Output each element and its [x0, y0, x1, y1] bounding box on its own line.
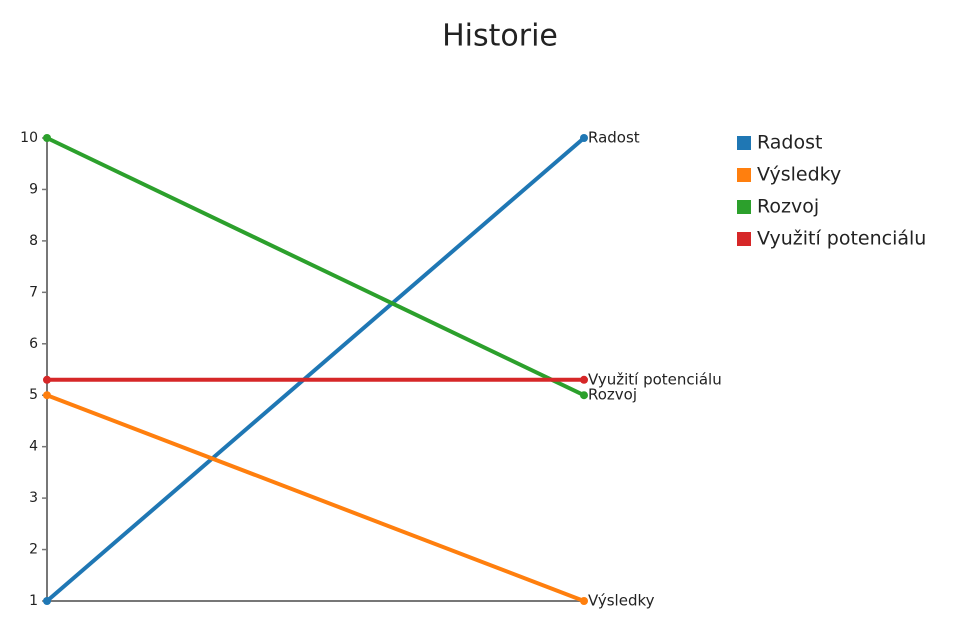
end-label: Rozvoj [588, 386, 637, 404]
legend-label: Radost [757, 132, 822, 154]
y-tick-label: 5 [29, 387, 38, 403]
legend-swatch [737, 232, 751, 246]
legend-swatch [737, 200, 751, 214]
end-label: Využití potenciálu [588, 370, 722, 388]
y-tick-label: 2 [29, 542, 38, 558]
y-tick-label: 7 [29, 284, 38, 300]
y-tick-label: 8 [29, 233, 38, 249]
end-label: Radost [588, 129, 640, 147]
y-tick-label: 4 [29, 439, 38, 455]
data-point [43, 391, 51, 400]
data-point [43, 134, 51, 142]
legend-label: Výsledky [757, 164, 841, 186]
series-line [46, 136, 585, 398]
legend-swatch [737, 168, 751, 182]
y-tick-label: 3 [29, 490, 38, 506]
data-point [43, 597, 51, 605]
data-point [580, 391, 588, 400]
data-point [43, 375, 51, 384]
y-tick-label: 9 [29, 181, 38, 197]
legend-label: Rozvoj [757, 196, 819, 218]
y-tick-label: 10 [20, 130, 38, 146]
data-point [580, 597, 588, 605]
chart-title: Historie [442, 19, 558, 54]
y-tick-label: 6 [29, 336, 38, 352]
data-point [580, 375, 588, 384]
end-label: Výsledky [588, 592, 655, 610]
legend-swatch [737, 136, 751, 150]
series-line [45, 136, 586, 603]
series-line [46, 393, 585, 603]
legend-label: Využití potenciálu [757, 228, 926, 250]
y-tick-label: 1 [29, 593, 38, 609]
data-point [580, 134, 588, 142]
